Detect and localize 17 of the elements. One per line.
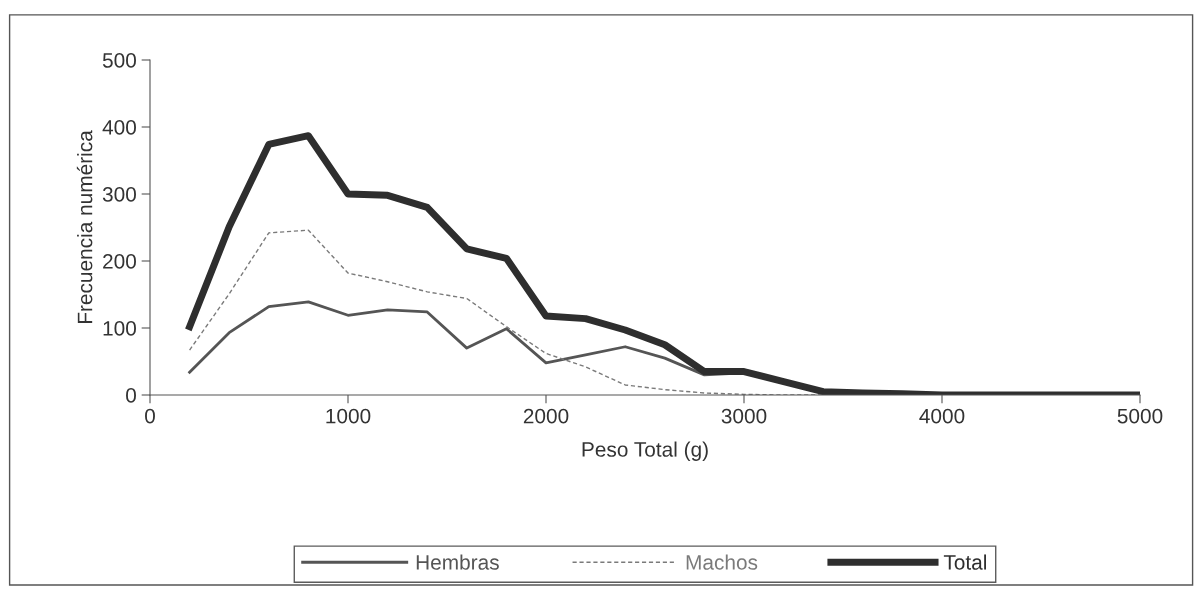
- y-tick-label: 400: [102, 120, 136, 135]
- text: Machos: [686, 554, 758, 570]
- y-tick-label: 0: [126, 388, 136, 403]
- y-tick-label: 200: [103, 254, 136, 269]
- y-tick-label: 100: [103, 321, 136, 336]
- x-axis-title: Peso Total (g): [582, 441, 708, 461]
- x-tick-label: 4000: [919, 408, 965, 424]
- x-tick-label: 3000: [721, 408, 767, 424]
- x-tick-label: 5000: [1117, 408, 1163, 424]
- x-tick-label: 0: [145, 408, 155, 424]
- x-tick-label: 2000: [523, 408, 569, 424]
- y-axis-title: Frecuencia numérica: [76, 130, 93, 324]
- y-tick-label: 300: [102, 187, 136, 202]
- y-tick-label: 500: [102, 53, 136, 68]
- x-tick-label: 1000: [326, 408, 371, 424]
- text: Hembras: [416, 554, 499, 570]
- text: Total: [943, 554, 986, 570]
